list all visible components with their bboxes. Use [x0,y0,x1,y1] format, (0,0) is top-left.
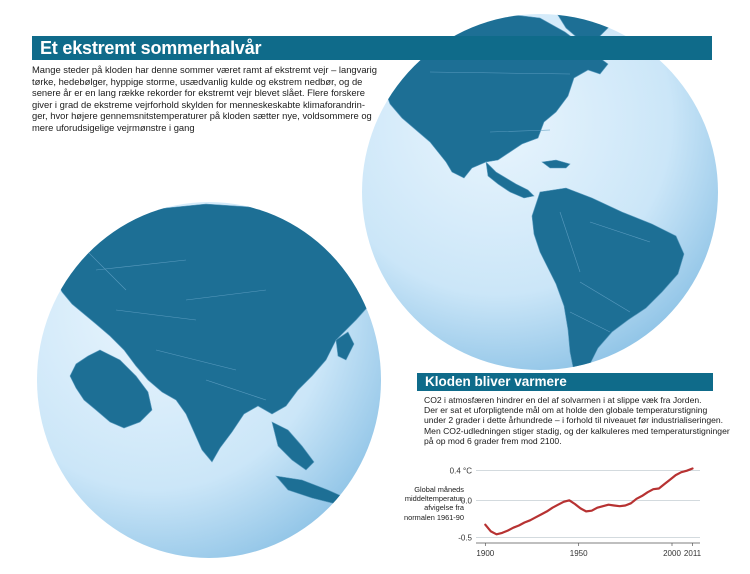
arabia-africa-land [69,349,153,429]
info-text: CO2 i atmosfæren hindrer en del af solva… [424,395,730,446]
southeast-asia-land [271,421,315,471]
australia-land [331,515,381,558]
globe-eurasia [37,202,381,558]
caribbean-land [541,159,571,169]
intro-line: senere år er en lang række rekorder for … [32,87,365,99]
south-america-land [531,187,685,370]
subtitle-band: Kloden bliver varmere [417,373,713,391]
intro-line: ger, hvor højere gennemsnitstemperaturer… [32,110,372,122]
japan-land [335,331,355,361]
country-borders [75,239,267,401]
x-tick-label: 2011 [684,549,702,558]
intro-line: tørke, hedebølger, hyppige storme, usædv… [32,75,363,87]
intro-line: giver i grad de ekstreme vejrforhold sky… [32,98,365,110]
info-line: på op mod 6 grader frem mod 2100. [424,435,562,446]
temperature-chart: 0.4 °C 0.0 -0.5 1900 1950 2000 2011 [450,467,702,558]
intro-text: Mange steder på kloden har denne sommer … [32,64,377,134]
info-line: CO2 i atmosfæren hindrer en del af solva… [424,395,702,405]
globe-americas [362,14,718,370]
ylabel-line: middeltemperatur, [404,494,464,504]
intro-line: Mange steder på kloden har denne sommer … [32,64,377,75]
page-title: Et ekstremt sommerhalvår [40,38,262,58]
section-subtitle: Kloden bliver varmere [425,374,567,389]
country-borders [429,71,651,333]
ylabel-line: afvigelse fra [424,503,464,513]
ylabel-line: Global måneds [414,485,464,494]
intro-line: mere uforudsigelige vejrmønstre i gang [32,121,195,133]
info-line: Men CO2-udledningen stiger stadig, og de… [424,425,730,436]
temperature-line [484,467,694,536]
y-tick-label: -0.5 [458,533,472,542]
chart-ylabel: Global måneds middeltemperatur, afvigels… [402,485,464,522]
x-tick-label: 2000 [663,549,681,558]
central-america-land [485,161,535,199]
y-tick-label: 0.0 [461,496,473,505]
info-line: Der er sat et uforpligtende mål om at ho… [424,405,708,416]
x-tick-label: 1900 [476,549,494,558]
ylabel-line: normalen 1961-90 [404,512,464,522]
title-band: Et ekstremt sommerhalvår [32,36,712,60]
y-tick-label: 0.4 °C [450,467,473,476]
info-line: under 2 grader i dette århundrede – i fo… [424,415,724,426]
x-tick-label: 1950 [570,549,588,558]
